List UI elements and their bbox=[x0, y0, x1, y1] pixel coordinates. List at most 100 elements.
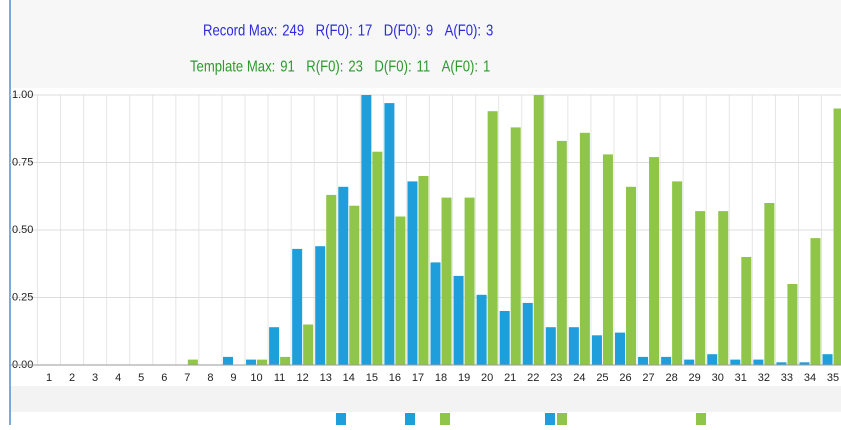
bar bbox=[257, 359, 268, 365]
header-label: D(F0): bbox=[384, 22, 421, 39]
bar bbox=[545, 327, 556, 365]
plot: 0.000.250.500.751.001 2 3 4 5 6 7 8 9 10 11 12 13 14 1… bbox=[10, 89, 841, 384]
bar bbox=[338, 186, 349, 365]
bar bbox=[615, 332, 625, 365]
mini-bar bbox=[336, 413, 346, 425]
x-tick-label: 9 bbox=[230, 372, 236, 384]
header-label: Template Max: bbox=[190, 58, 275, 75]
x-tick-label: 1 bbox=[46, 372, 52, 384]
bar bbox=[349, 205, 360, 365]
x-tick-label: 7 bbox=[184, 372, 190, 384]
bar bbox=[661, 356, 672, 365]
x-tick-label: 31 bbox=[735, 372, 747, 384]
header-value: 11 bbox=[417, 58, 431, 75]
bar bbox=[510, 127, 521, 366]
bar bbox=[315, 246, 326, 365]
bar bbox=[730, 359, 741, 365]
bar bbox=[222, 356, 233, 365]
x-tick-label: 27 bbox=[642, 372, 654, 384]
bar bbox=[361, 95, 372, 365]
bar bbox=[810, 238, 821, 365]
bar bbox=[499, 311, 510, 365]
header-value: 249 bbox=[282, 22, 304, 39]
bar bbox=[649, 157, 660, 365]
mini-bar bbox=[440, 413, 450, 425]
header-label: Record Max: bbox=[203, 22, 277, 39]
bar bbox=[602, 154, 613, 365]
header-panel bbox=[10, 0, 841, 88]
bar bbox=[799, 362, 810, 365]
x-tick-label: 11 bbox=[274, 372, 285, 384]
lower-panel-bars bbox=[336, 413, 706, 425]
x-tick-label: 25 bbox=[596, 372, 608, 384]
bar bbox=[753, 359, 764, 365]
x-tick-label: 32 bbox=[758, 372, 770, 384]
bar bbox=[407, 181, 418, 365]
bar bbox=[695, 211, 706, 365]
bar bbox=[292, 248, 303, 365]
x-tick-label: 19 bbox=[458, 372, 470, 384]
bar bbox=[187, 359, 198, 365]
x-tick-label: 23 bbox=[550, 372, 562, 384]
header-label: A(F0): bbox=[442, 58, 478, 75]
header-value: 17 bbox=[358, 22, 373, 39]
x-tick-label: 20 bbox=[481, 372, 493, 384]
bar bbox=[579, 132, 590, 365]
header-label: A(F0): bbox=[445, 22, 481, 39]
bar bbox=[430, 262, 441, 365]
x-tick-label: 21 bbox=[504, 372, 516, 384]
bar bbox=[269, 327, 280, 365]
x-tick-label: 6 bbox=[161, 372, 167, 384]
x-tick-label: 5 bbox=[138, 372, 144, 384]
x-tick-label: 15 bbox=[366, 372, 378, 384]
bar bbox=[764, 203, 775, 365]
header-label: R(F0): bbox=[316, 22, 353, 39]
bar bbox=[303, 324, 314, 365]
x-tick-label: 16 bbox=[389, 372, 401, 384]
mini-bar bbox=[545, 413, 555, 425]
header-value: 1 bbox=[483, 58, 490, 75]
header-line: Record Max: 249 R(F0): 17 D(F0): 9 A(F0): 3 bbox=[203, 22, 493, 39]
x-tick-label: 29 bbox=[689, 372, 701, 384]
x-tick-label: 28 bbox=[665, 372, 677, 384]
y-tick-label: 0.75 bbox=[12, 156, 33, 168]
y-tick-label: 1.00 bbox=[12, 89, 33, 101]
bar bbox=[776, 362, 787, 365]
x-tick-label: 4 bbox=[115, 372, 121, 384]
x-tick-label: 8 bbox=[207, 372, 213, 384]
bar bbox=[522, 302, 533, 365]
x-tick-label: 30 bbox=[712, 372, 724, 384]
x-tick-label: 14 bbox=[343, 372, 355, 384]
y-tick-label: 0.25 bbox=[12, 291, 33, 303]
header: Record Max: 249 R(F0): 17 D(F0): 9 A(F0): 3 Temp… bbox=[190, 22, 493, 75]
bar bbox=[418, 176, 429, 365]
x-tick-label: 18 bbox=[435, 372, 447, 384]
x-tick-label: 35 bbox=[827, 372, 839, 384]
bar bbox=[476, 294, 487, 365]
mini-bar bbox=[405, 413, 415, 425]
bar bbox=[591, 335, 602, 365]
x-tick-label: 24 bbox=[573, 372, 585, 384]
header-label: R(F0): bbox=[306, 58, 343, 75]
bar bbox=[718, 211, 729, 365]
bar bbox=[638, 356, 649, 365]
bar bbox=[487, 111, 498, 365]
bar bbox=[464, 197, 475, 365]
x-tick-label: 17 bbox=[412, 372, 424, 384]
bar bbox=[568, 327, 579, 365]
bar bbox=[533, 95, 544, 365]
bar bbox=[326, 194, 337, 365]
bar bbox=[833, 108, 841, 365]
bar bbox=[684, 359, 695, 365]
x-tick-label: 13 bbox=[320, 372, 332, 384]
bar bbox=[707, 354, 718, 365]
bar bbox=[372, 151, 383, 365]
mini-bar bbox=[696, 413, 706, 425]
x-tick-label: 10 bbox=[250, 372, 262, 384]
header-value: 9 bbox=[426, 22, 433, 39]
bar bbox=[280, 356, 291, 365]
x-tick-label: 34 bbox=[804, 372, 816, 384]
bar bbox=[822, 354, 833, 365]
bar bbox=[556, 140, 567, 365]
